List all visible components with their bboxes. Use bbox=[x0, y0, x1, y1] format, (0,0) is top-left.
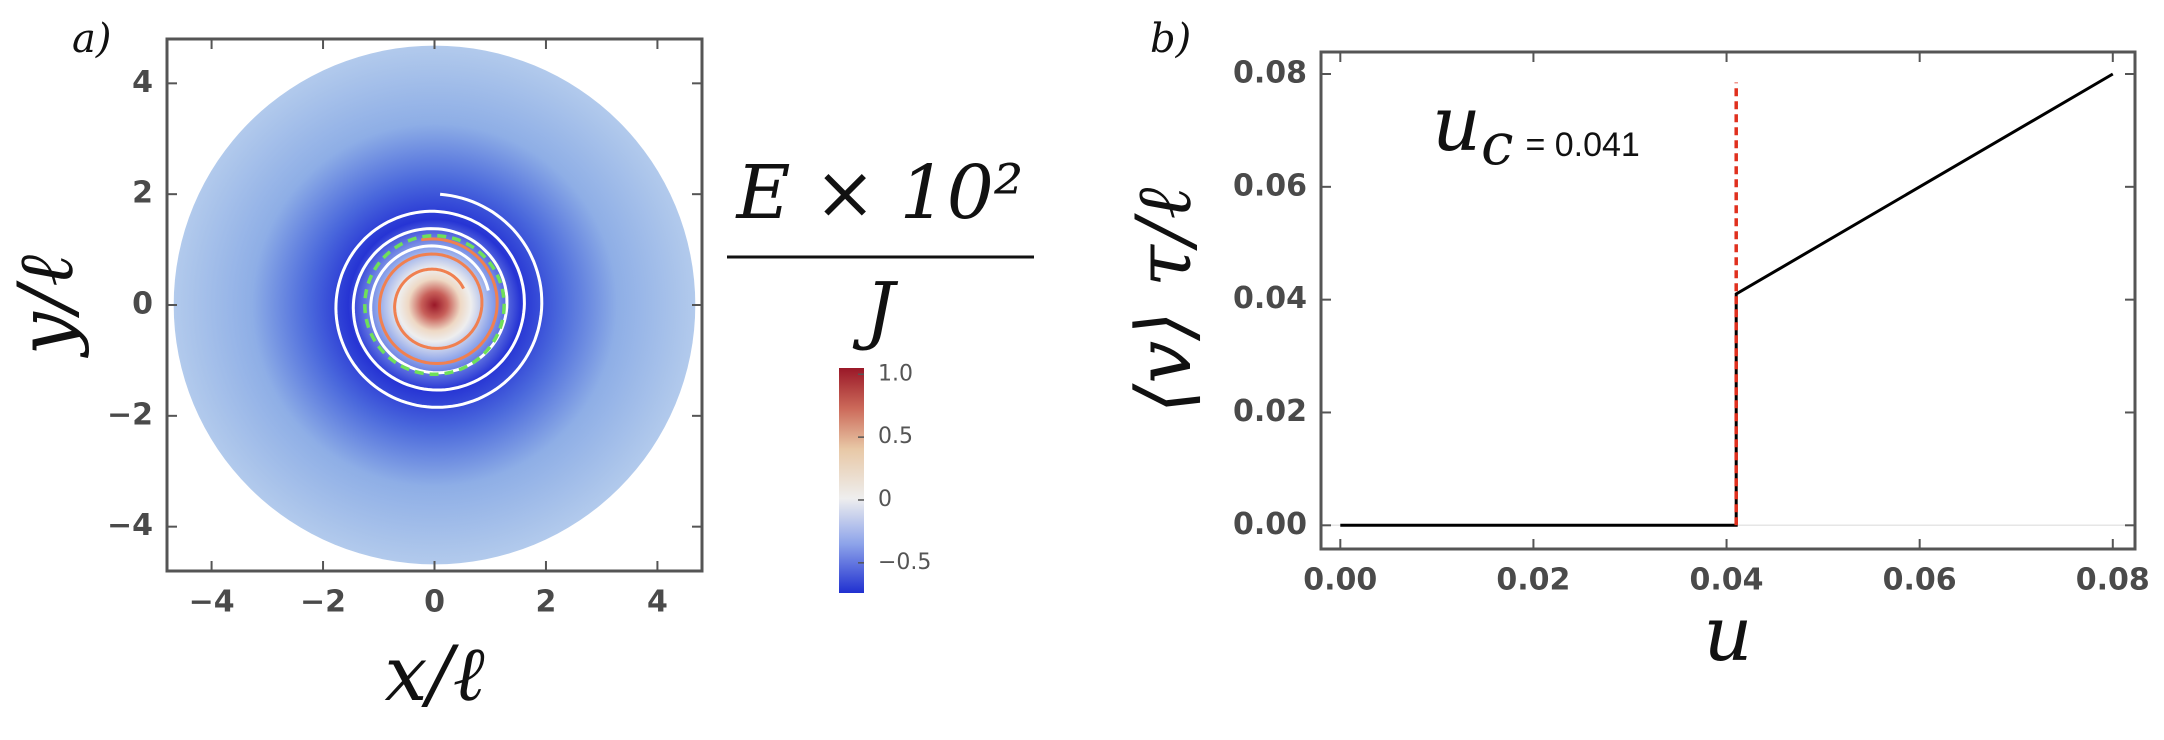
y-tick-label: 4 bbox=[132, 65, 153, 100]
x-tick-label: 4 bbox=[647, 585, 668, 620]
x-tick-label: 0.02 bbox=[1496, 563, 1570, 598]
x-tick-label: 0.04 bbox=[1690, 563, 1764, 598]
annotation-text: = 0.041 bbox=[1525, 126, 1639, 164]
colorbar-denominator: J bbox=[852, 267, 899, 353]
annotation-subscript: c bbox=[1481, 110, 1513, 178]
colorbar-title: E × 10² bbox=[735, 150, 1024, 236]
data-line bbox=[1340, 72, 2114, 527]
x-tick-label: −2 bbox=[300, 585, 346, 620]
y-tick-label: 0.04 bbox=[1233, 281, 1307, 316]
x-tick-label: −4 bbox=[189, 585, 235, 620]
y-tick-label: 0.00 bbox=[1233, 507, 1307, 542]
panel-label: b) bbox=[1150, 16, 1191, 62]
trajectory bbox=[334, 192, 544, 409]
colorbar-tick-label: 0 bbox=[878, 487, 892, 512]
colorbar-tick-label: 1.0 bbox=[878, 361, 913, 386]
panel-label: a) bbox=[72, 16, 111, 62]
x-tick-label: 0.06 bbox=[1883, 563, 1957, 598]
trajectory bbox=[378, 237, 499, 365]
colorbar bbox=[839, 368, 864, 593]
y-tick-label: 0.02 bbox=[1233, 394, 1307, 429]
x-axis-label: u bbox=[1704, 589, 1753, 678]
y-tick-label: 0 bbox=[132, 287, 153, 322]
x-tick-label: 0 bbox=[424, 585, 445, 620]
annotation-symbol: u bbox=[1432, 79, 1481, 168]
colorbar-tick-label: 0.5 bbox=[878, 424, 913, 449]
y-axis-label: ⟨v⟩ τ/ℓ bbox=[1119, 187, 1208, 413]
density-disk bbox=[173, 45, 696, 565]
annotation: uc = 0.041 bbox=[1432, 79, 1640, 178]
y-axis-label: y/ℓ bbox=[1, 255, 90, 359]
y-tick-label: 2 bbox=[132, 176, 153, 211]
x-tick-label: 2 bbox=[536, 585, 557, 620]
y-tick-label: 0.06 bbox=[1233, 168, 1307, 203]
x-tick-label: 0.08 bbox=[2076, 563, 2150, 598]
x-tick-label: 0.00 bbox=[1303, 563, 1377, 598]
x-axis-label: x/ℓ bbox=[384, 629, 484, 718]
limit-cycle bbox=[363, 233, 506, 377]
y-tick-label: −4 bbox=[107, 508, 153, 543]
y-tick-label: −2 bbox=[107, 397, 153, 432]
y-tick-label: 0.08 bbox=[1233, 56, 1307, 91]
colorbar-tick-label: −0.5 bbox=[878, 550, 931, 575]
